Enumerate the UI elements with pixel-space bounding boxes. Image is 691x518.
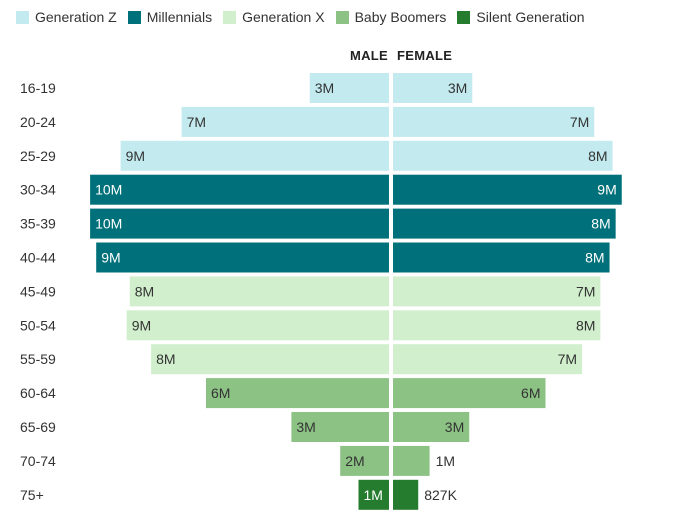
female-bar-label: 6M [521, 385, 540, 401]
male-bar [206, 378, 389, 409]
legend-label: Silent Generation [476, 9, 585, 25]
female-bar-label: 7M [570, 114, 589, 130]
male-bar [358, 479, 389, 510]
chart-legend: Generation Z Millennials Generation X Baby … [16, 8, 596, 26]
male-bar [96, 242, 389, 273]
female-bar [393, 310, 601, 341]
female-bar-label: 7M [576, 283, 595, 299]
female-bar [393, 445, 430, 476]
female-bar-label: 1M [436, 453, 455, 469]
legend-swatch [457, 10, 471, 24]
female-bar-label: 7M [558, 351, 577, 367]
male-bar-label: 8M [135, 283, 154, 299]
female-bar-label: 8M [585, 250, 604, 266]
female-bar-label: 827K [424, 487, 457, 503]
male-side-header: MALE [349, 48, 388, 63]
legend-item-generation-x: Generation X [223, 9, 325, 25]
female-bar [393, 378, 546, 409]
age-group-label: 20-24 [20, 114, 56, 130]
legend-label: Millennials [146, 9, 213, 25]
age-group-label: 60-64 [20, 385, 56, 401]
male-bar [120, 140, 389, 171]
legend-swatch [335, 10, 349, 24]
male-bar-label: 10M [95, 182, 122, 198]
female-bar [393, 412, 470, 442]
male-bar-label: 3M [315, 80, 334, 96]
age-group-label: 65-69 [20, 419, 56, 435]
male-bar-label: 9M [132, 317, 151, 333]
female-bar [393, 276, 601, 307]
legend-label: Generation Z [35, 9, 117, 25]
female-bar-label: 8M [576, 317, 595, 333]
male-bar-label: 7M [187, 114, 206, 130]
female-bar [393, 344, 583, 375]
age-group-label: 16-19 [20, 80, 56, 96]
legend-label: Baby Boomers [354, 9, 447, 25]
age-group-label: 70-74 [20, 453, 56, 469]
female-bar [393, 479, 419, 510]
male-bar-label: 1M [364, 487, 383, 503]
male-bar [90, 208, 389, 239]
male-bar [309, 73, 389, 103]
female-bar [393, 140, 613, 171]
male-bar-label: 9M [126, 148, 145, 164]
male-bar-label: 9M [101, 250, 120, 266]
female-side-header: FEMALE [397, 48, 453, 63]
age-group-label: 30-34 [20, 182, 56, 198]
male-bar [126, 310, 389, 341]
female-bar [393, 208, 616, 239]
legend-label: Generation X [242, 9, 325, 25]
legend-swatch [223, 10, 237, 24]
legend-item-millennials: Millennials [127, 9, 213, 25]
male-bar-label: 10M [95, 216, 122, 232]
age-group-label: 55-59 [20, 351, 56, 367]
legend-swatch [127, 10, 141, 24]
male-bar [129, 276, 389, 307]
male-bar-label: 3M [296, 419, 315, 435]
legend-item-generation-z: Generation Z [16, 9, 117, 25]
legend-item-baby-boomers: Baby Boomers [335, 9, 447, 25]
male-bar [340, 445, 389, 476]
legend-swatch [16, 10, 29, 24]
male-bar [291, 412, 389, 442]
age-group-label: 45-49 [20, 283, 56, 299]
age-group-label: 50-54 [20, 317, 56, 333]
female-bar [393, 174, 622, 205]
female-bar-label: 3M [448, 80, 467, 96]
male-bar-label: 8M [156, 351, 175, 367]
male-bar-label: 2M [345, 453, 364, 469]
age-group-label: 25-29 [20, 148, 56, 164]
female-bar-label: 9M [597, 182, 616, 198]
age-group-label: 35-39 [20, 216, 56, 232]
female-bar-label: 8M [588, 148, 607, 164]
age-group-label: 40-44 [20, 250, 56, 266]
male-bar [90, 174, 389, 205]
age-group-label: 75+ [20, 487, 44, 503]
legend-item-silent-generation: Silent Generation [457, 9, 585, 25]
female-bar [393, 73, 473, 103]
female-bar-label: 3M [445, 419, 464, 435]
female-bar [393, 242, 610, 273]
female-bar-label: 8M [591, 216, 610, 232]
male-bar [181, 106, 389, 137]
male-bar-label: 6M [211, 385, 230, 401]
male-bar [151, 344, 389, 375]
female-bar [393, 106, 595, 137]
